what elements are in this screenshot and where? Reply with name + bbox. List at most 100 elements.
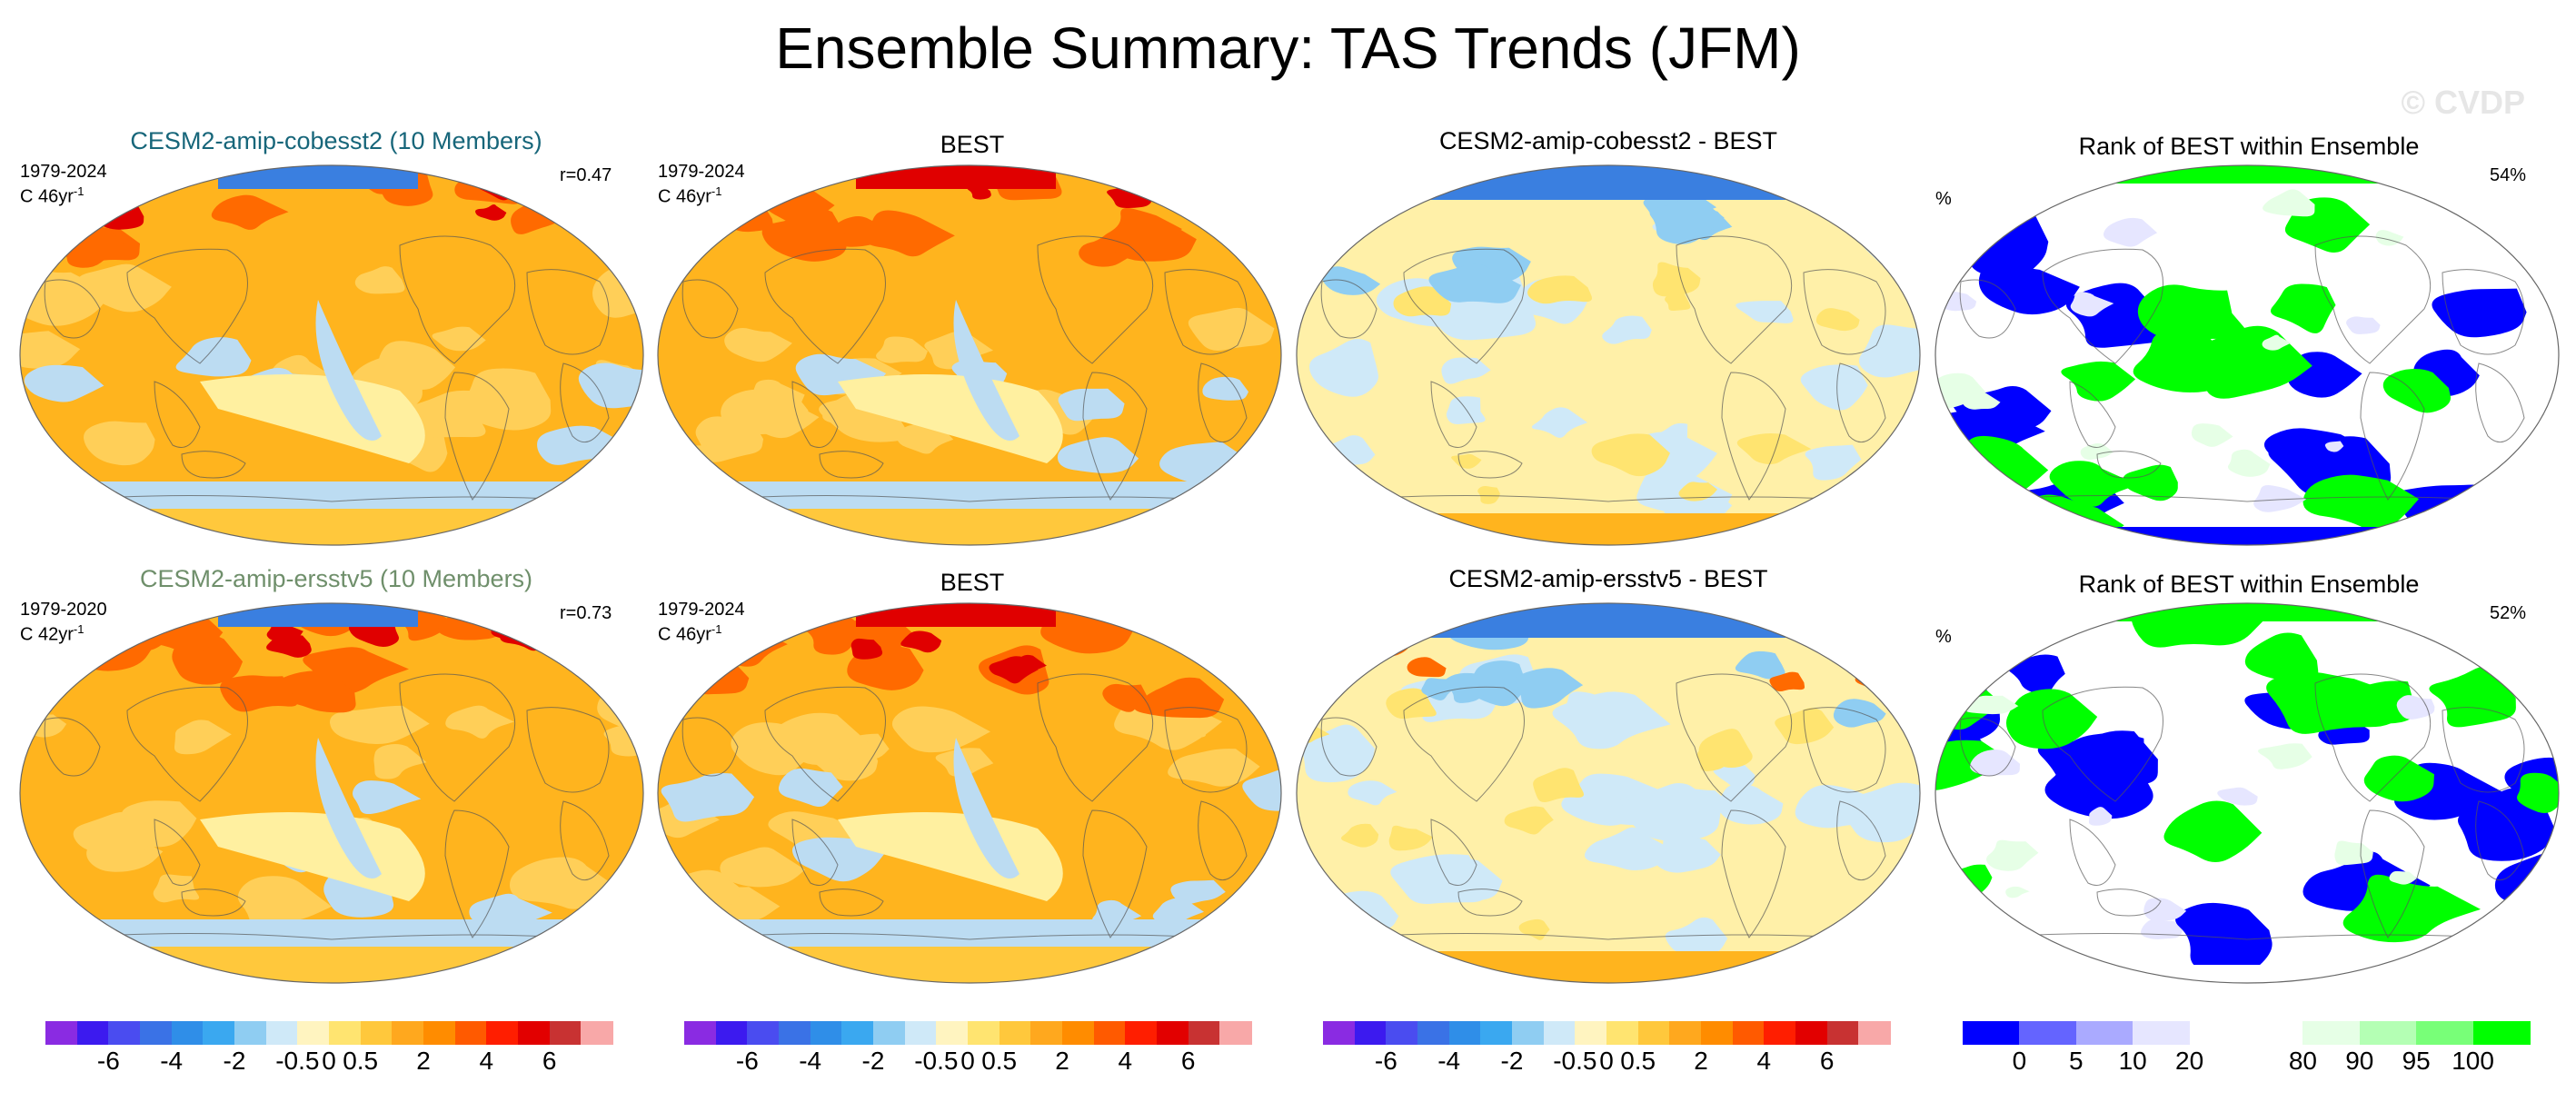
colorbar-swatch <box>873 1021 906 1045</box>
colorbar-trend-3 <box>1323 1021 1892 1045</box>
colorbar-swatch <box>1417 1021 1450 1045</box>
colorbar-swatch <box>108 1021 142 1045</box>
trend-unit-model-1: C 46yr-1 <box>20 184 85 207</box>
colorbar-tick-label: 4 <box>1756 1047 1772 1075</box>
panel-title-diff-1: CESM2-amip-cobesst2 - BEST <box>1438 127 1778 154</box>
colorbar-tick-label: 2 <box>1055 1047 1069 1075</box>
colorbar-swatch <box>140 1021 173 1045</box>
map-obs-2 <box>657 602 1282 984</box>
rank-percent-2: 52% <box>2490 603 2527 623</box>
colorbar-trend-1 <box>45 1021 614 1045</box>
colorbar-tick-label: 95 <box>2402 1047 2431 1075</box>
colorbar-swatch <box>1701 1021 1734 1045</box>
colorbar-swatch <box>265 1021 299 1045</box>
colorbar-tick-label: 0 <box>2012 1047 2027 1075</box>
colorbar-swatch <box>45 1021 78 1045</box>
colorbar-swatch <box>2472 1021 2531 1045</box>
colorbar-swatch <box>1858 1021 1892 1045</box>
colorbar-swatch <box>76 1021 110 1045</box>
trend-unit-obs-2: C 46yr-1 <box>658 622 722 645</box>
panel-title-model-2: CESM2-amip-ersstv5 (10 Members) <box>139 565 533 592</box>
colorbar-tick-label: 5 <box>2069 1047 2084 1075</box>
colorbar-tick-label: -6 <box>96 1047 120 1075</box>
colorbar-swatch <box>1188 1021 1221 1045</box>
panel-title-obs-2: BEST <box>940 569 1005 596</box>
map-model-1 <box>19 164 644 546</box>
colorbar-tick-label: 6 <box>1819 1047 1835 1075</box>
map-obs-1 <box>657 164 1282 546</box>
colorbar-tick-label: -4 <box>160 1047 184 1075</box>
colorbar-swatch <box>171 1021 204 1045</box>
colorbar-swatch <box>1575 1021 1608 1045</box>
colorbar-tick-label: 2 <box>1694 1047 1708 1075</box>
colorbar-swatch <box>1219 1021 1253 1045</box>
colorbar-tick-label: 0.5 <box>343 1047 379 1075</box>
colorbar-tick-label: 90 <box>2345 1047 2374 1075</box>
trend-unit-obs-1: C 46yr-1 <box>658 184 722 207</box>
colorbar-rank <box>1963 1021 2531 1045</box>
colorbar-swatch <box>1826 1021 1860 1045</box>
colorbar-swatch <box>1448 1021 1482 1045</box>
colorbar-swatch <box>747 1021 781 1045</box>
colorbar-tick-label: 0 <box>322 1047 336 1075</box>
rank-percent-1: 54% <box>2490 165 2527 185</box>
colorbar-trend-2 <box>684 1021 1253 1045</box>
colorbar-swatch <box>968 1021 1000 1045</box>
colorbar-tick-label: -2 <box>861 1047 885 1075</box>
colorbar-swatch <box>2189 1021 2248 1045</box>
trend-unit-model-2: C 42yr-1 <box>20 622 85 645</box>
colorbar-swatch <box>1354 1021 1387 1045</box>
map-rank-2 <box>1934 602 2560 984</box>
colorbar-swatch <box>360 1021 393 1045</box>
colorbar-labels-trend-1: -6 -4 -2 -0.5 0 0.5 2 4 6 <box>45 1047 612 1079</box>
panel-title-diff-2: CESM2-amip-ersstv5 - BEST <box>1448 565 1768 592</box>
colorbar-swatch <box>581 1021 614 1045</box>
colorbar-swatch <box>999 1021 1032 1045</box>
colorbar-swatch <box>203 1021 236 1045</box>
colorbar-swatch <box>549 1021 582 1045</box>
colorbar-tick-label: 80 <box>2288 1047 2317 1075</box>
colorbar-swatch <box>779 1021 811 1045</box>
colorbar-labels-rank: 0 5 10 20 80 90 95 100 <box>1963 1047 2530 1079</box>
correlation-label-1: r=0.47 <box>560 165 612 185</box>
colorbar-swatch <box>234 1021 267 1045</box>
panel-title-rank-1: Rank of BEST within Ensemble <box>2078 133 2420 160</box>
map-diff-1 <box>1296 164 1921 546</box>
colorbar-labels-trend-3: -6 -4 -2 -0.5 0 0.5 2 4 6 <box>1323 1047 1890 1079</box>
colorbar-tick-label: 20 <box>2175 1047 2204 1075</box>
colorbar-swatch <box>1543 1021 1576 1045</box>
colorbar-swatch <box>810 1021 843 1045</box>
colorbar-swatch <box>486 1021 520 1045</box>
rank-unit-2: % <box>1935 627 1952 647</box>
colorbar-tick-label: 0.5 <box>981 1047 1018 1075</box>
colorbar-tick-label: 0 <box>1599 1047 1614 1075</box>
colorbar-swatch <box>454 1021 488 1045</box>
colorbar-swatch <box>936 1021 970 1045</box>
colorbar-swatch <box>1606 1021 1639 1045</box>
colorbar-swatch <box>518 1021 551 1045</box>
colorbar-tick-label: -2 <box>223 1047 246 1075</box>
colorbar-tick-label: 6 <box>1180 1047 1196 1075</box>
map-model-2 <box>19 602 644 984</box>
rank-unit-1: % <box>1935 189 1952 209</box>
colorbar-labels-trend-2: -6 -4 -2 -0.5 0 0.5 2 4 6 <box>684 1047 1251 1079</box>
colorbar-swatch <box>1480 1021 1514 1045</box>
colorbar-tick-label: -4 <box>1437 1047 1461 1075</box>
colorbar-swatch <box>684 1021 717 1045</box>
colorbar-tick-label: 0.5 <box>1620 1047 1656 1075</box>
colorbar-swatch <box>1386 1021 1419 1045</box>
colorbar-swatch <box>1963 1021 2021 1045</box>
colorbar-swatch <box>1125 1021 1159 1045</box>
colorbar-swatch <box>2019 1021 2078 1045</box>
colorbar-tick-label: -0.5 <box>914 1047 959 1075</box>
colorbar-tick-label: -2 <box>1500 1047 1524 1075</box>
colorbar-swatch <box>2416 1021 2474 1045</box>
colorbar-swatch <box>1637 1021 1671 1045</box>
colorbar-swatch <box>1795 1021 1828 1045</box>
map-rank-1 <box>1934 164 2560 546</box>
map-diff-2 <box>1296 602 1921 984</box>
colorbar-swatch <box>297 1021 331 1045</box>
colorbar-swatch <box>1030 1021 1064 1045</box>
colorbar-swatch <box>715 1021 749 1045</box>
panel-title-rank-2: Rank of BEST within Ensemble <box>2078 571 2420 598</box>
